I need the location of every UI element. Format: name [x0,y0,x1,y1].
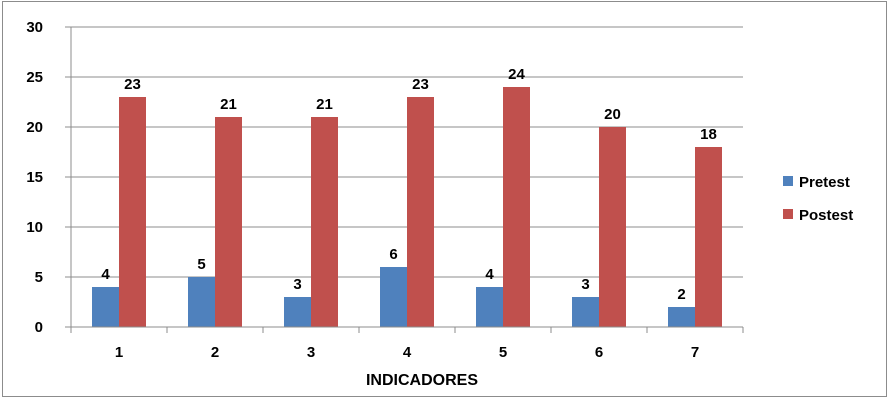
bar-postest [119,97,146,327]
legend: Pretest Postest [783,174,853,224]
data-label-postest: 24 [508,66,525,83]
data-label-pretest: 4 [485,266,494,283]
data-label-pretest: 6 [389,246,397,263]
bar-pretest [92,287,119,327]
data-label-pretest: 3 [293,276,301,293]
bar-pretest [572,297,599,327]
x-tick-label: 7 [691,344,699,361]
bar-pretest [668,307,695,327]
x-tick-label: 5 [499,344,507,361]
y-tick-label: 10 [26,219,43,236]
x-tick-label: 2 [211,344,219,361]
y-tick-label: 5 [35,269,43,286]
data-label-postest: 21 [220,96,237,113]
data-label-pretest: 5 [197,256,205,273]
bar-pretest [476,287,503,327]
x-tick-label: 1 [115,344,123,361]
bar-postest [695,147,722,327]
legend-label-pretest: Pretest [799,174,850,191]
bar-pretest [188,277,215,327]
data-label-postest: 18 [700,126,717,143]
bars [92,87,722,327]
y-tick-label: 30 [26,19,43,36]
y-tick-label: 15 [26,169,43,186]
x-tick-label: 3 [307,344,315,361]
bar-postest [599,127,626,327]
data-label-postest: 21 [316,96,333,113]
data-label-pretest: 4 [101,266,110,283]
legend-swatch-pretest [783,176,793,186]
y-tick-label: 0 [35,319,43,336]
data-label-postest: 20 [604,106,621,123]
bar-postest [503,87,530,327]
data-label-postest: 23 [412,76,429,93]
bar-postest [311,117,338,327]
y-tick-label: 20 [26,119,43,136]
x-tick-label: 4 [403,344,412,361]
x-tick-label: 6 [595,344,603,361]
x-axis-title: INDICADORES [366,372,478,389]
data-label-postest: 23 [124,76,141,93]
legend-label-postest: Postest [799,207,853,224]
legend-swatch-postest [783,209,793,219]
bar-pretest [284,297,311,327]
data-labels: 4 23 5 21 3 21 6 23 4 24 3 20 2 18 [101,66,717,303]
bar-postest [215,117,242,327]
bar-pretest [380,267,407,327]
y-tick-label: 25 [26,69,43,86]
data-label-pretest: 2 [677,286,685,303]
data-label-pretest: 3 [581,276,589,293]
bar-postest [407,97,434,327]
